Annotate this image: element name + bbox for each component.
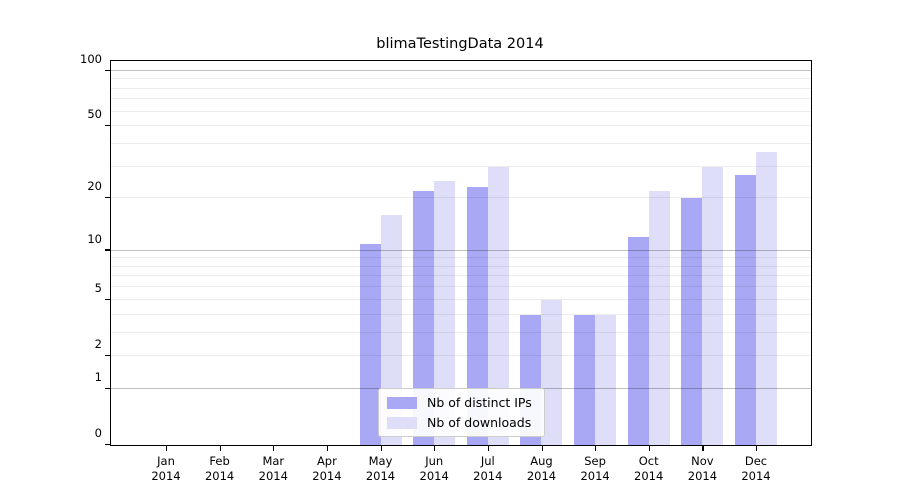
y-axis-tick-label: 100	[80, 51, 102, 66]
x-axis-tick-label: Aug 2014	[526, 454, 557, 483]
legend: Nb of distinct IPs Nb of downloads	[378, 388, 545, 437]
gridline-minor	[111, 165, 811, 167]
legend-label-downloads: Nb of downloads	[427, 415, 532, 430]
x-axis-tick	[434, 445, 436, 451]
gridline-minor	[111, 87, 811, 89]
legend-item-distinct-ips: Nb of distinct IPs	[387, 395, 532, 410]
y-axis-tick	[105, 125, 111, 127]
x-axis-tick-label: Sep 2014	[580, 454, 610, 483]
bar-ips-jul	[466, 187, 488, 445]
y-axis-tick-label: 50	[87, 107, 102, 122]
y-axis-tick-label: 0	[94, 426, 102, 440]
legend-swatch-downloads	[387, 416, 417, 429]
x-axis-tick	[166, 445, 168, 451]
gridline-minor	[111, 313, 811, 315]
x-axis-tick-label: Dec 2014	[741, 454, 771, 483]
y-axis-tick-label: 1	[94, 369, 102, 384]
x-axis-tick-label: Apr 2014	[312, 454, 342, 483]
gridline-minor	[111, 125, 811, 127]
y-axis-tick	[105, 387, 111, 389]
chart-title: blimaTestingData 2014	[376, 36, 544, 52]
plot-area: Nb of distinct IPs Nb of downloads 0 1 2 5 1…	[80, 53, 812, 483]
x-axis-tick-label: May 2014	[365, 454, 396, 483]
gridline-minor	[111, 98, 811, 100]
y-axis-tick	[105, 197, 111, 199]
x-axis-tick	[702, 445, 704, 451]
x-axis-tick-label: Feb 2014	[204, 454, 235, 483]
x-axis-tick	[648, 445, 650, 451]
x-axis-tick-label: Oct 2014	[634, 454, 664, 483]
y-axis-tick	[105, 298, 111, 300]
bar-downloads-aug	[541, 299, 563, 445]
y-axis-tick-label: 5	[94, 280, 102, 295]
x-axis-tick-label: Mar 2014	[258, 454, 288, 483]
gridline-minor	[111, 78, 811, 80]
bar-downloads-sep	[595, 314, 617, 445]
x-axis-tick	[756, 445, 758, 451]
y-axis-tick-label: 2	[94, 336, 102, 351]
bar-ips-oct	[627, 237, 649, 445]
bar-downloads-jul	[487, 166, 509, 445]
legend-swatch-distinct-ips	[387, 396, 417, 409]
y-axis-tick	[105, 443, 111, 445]
x-axis-tick-label: Jan 2014	[151, 454, 181, 483]
x-axis-tick-label: Jul 2014	[473, 454, 503, 483]
bar-ips-dec	[735, 174, 756, 445]
bar-downloads-oct	[648, 190, 670, 445]
y-axis-tick-label: 20	[87, 179, 102, 194]
gridline-minor	[111, 265, 811, 267]
gridline-minor	[111, 257, 811, 259]
x-axis-tick	[326, 445, 329, 451]
gridline-major	[111, 69, 811, 71]
x-axis-tick	[219, 445, 221, 451]
bar-downloads-nov	[702, 166, 724, 445]
gridline-minor	[111, 142, 811, 144]
bar-ips-jun	[413, 190, 435, 445]
x-axis-tick	[541, 445, 543, 451]
y-axis-tick-label: 10	[87, 231, 102, 246]
y-axis-tick	[105, 249, 111, 251]
y-axis-tick	[105, 69, 111, 71]
bar-ips-may	[359, 243, 381, 445]
legend-item-downloads: Nb of downloads	[387, 415, 532, 430]
gridline-minor	[111, 197, 811, 199]
x-axis-tick-label: Jun 2014	[419, 454, 449, 483]
bar-downloads-dec	[756, 152, 777, 445]
x-axis-tick	[595, 445, 597, 451]
gridline-minor	[111, 286, 811, 288]
gridline-major	[111, 249, 811, 251]
bar-downloads-may	[380, 215, 402, 445]
gridline-minor	[111, 354, 811, 356]
legend-label-distinct-ips: Nb of distinct IPs	[427, 395, 532, 410]
bar-ips-sep	[574, 314, 596, 445]
bar-ips-nov	[681, 198, 703, 445]
x-axis-tick	[487, 445, 489, 451]
x-axis-tick-label: Nov 2014	[687, 454, 718, 483]
gridline-minor	[111, 331, 811, 333]
bar-downloads-jun	[434, 180, 456, 445]
y-axis-tick	[105, 354, 111, 356]
gridline-minor	[111, 110, 811, 112]
x-axis-tick	[273, 445, 275, 451]
x-axis-tick	[380, 445, 382, 451]
gridline-minor	[111, 298, 811, 300]
gridline-minor	[111, 275, 811, 277]
